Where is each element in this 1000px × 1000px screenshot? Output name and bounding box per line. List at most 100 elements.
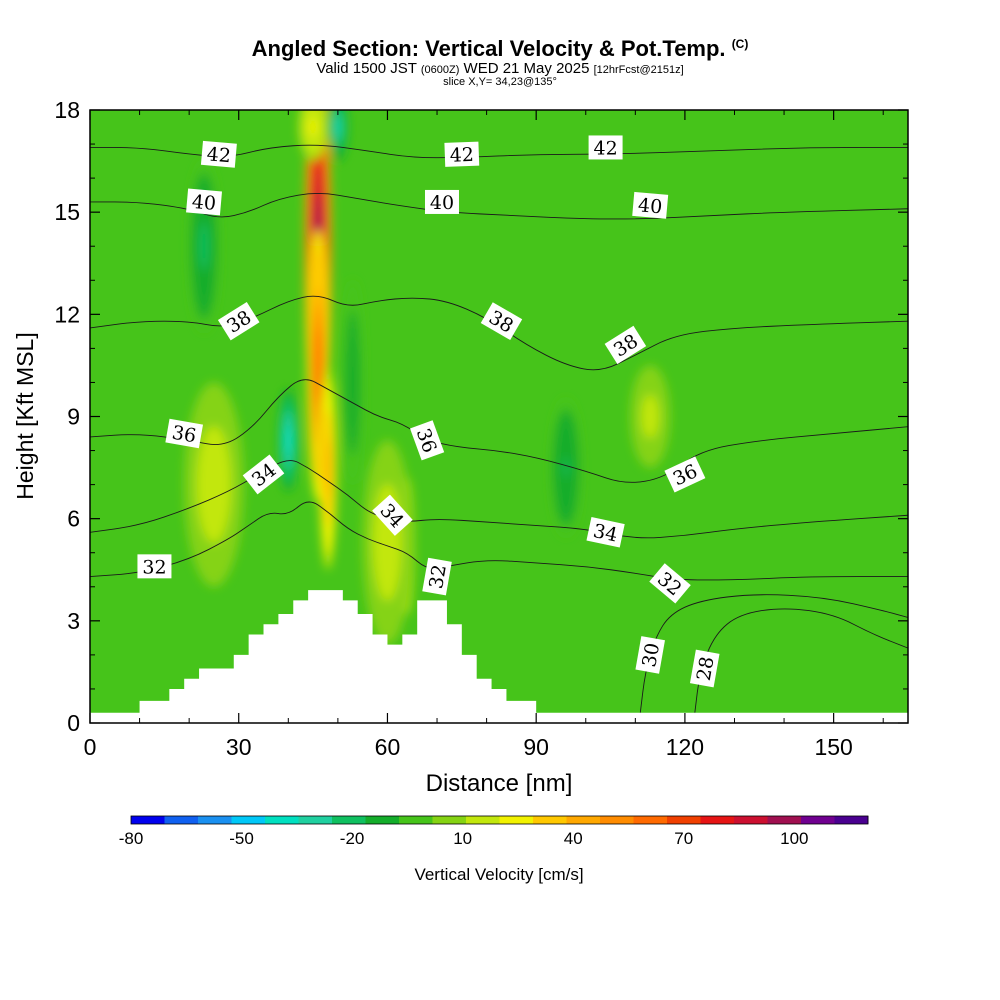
velocity-band: [310, 122, 316, 132]
contour-label-box: [649, 563, 691, 604]
colorbar-swatch: [265, 816, 299, 824]
contour-label-text: 32: [425, 563, 451, 591]
colorbar: -80 -50 -20 10 40 70 100: [119, 815, 869, 848]
valid-date: WED 21 May 2025: [463, 60, 590, 77]
colorbar-tick-label: -50: [229, 829, 254, 848]
chart-title: Angled Section: Vertical Velocity & Pot.…: [0, 38, 1000, 60]
contour-label-box: [689, 649, 720, 688]
x-axis-label: Distance [nm]: [426, 770, 573, 797]
velocity-band: [316, 345, 320, 385]
colorbar-swatch: [432, 816, 467, 824]
y-tick-label: 0: [67, 710, 80, 736]
colorbar-swatch: [767, 816, 802, 824]
colorbar-swatch: [466, 816, 500, 824]
colorbar-swatch: [164, 816, 199, 824]
x-tick-label: 0: [84, 734, 97, 760]
contour-label: 34: [242, 454, 285, 495]
updraft-feature: [319, 365, 337, 570]
contour-label-box: [200, 140, 237, 168]
contour-label-text: 42: [593, 137, 617, 159]
velocity-band: [326, 452, 330, 483]
velocity-band: [201, 234, 207, 259]
contour-label-text: 34: [591, 520, 619, 547]
downdraft-feature: [327, 110, 348, 162]
colorbar-swatch: [499, 816, 534, 824]
contour-label: 30: [635, 636, 665, 674]
colorbar-swatch: [566, 816, 601, 824]
theta-contour-38: [90, 295, 908, 371]
valid-time: Valid 1500 JST: [316, 60, 417, 77]
colorbar-swatch: [231, 816, 266, 824]
theta-contour-30: [639, 594, 908, 713]
velocity-band: [647, 409, 654, 424]
y-tick-label: 15: [54, 199, 80, 225]
contour-label-box: [137, 554, 172, 579]
contour-label-box: [480, 302, 523, 341]
colorbar-swatch: [399, 816, 433, 824]
contour-label: 36: [165, 418, 204, 449]
contour-label-box: [372, 494, 413, 536]
colorbar-swatch: [365, 816, 400, 824]
colorbar-swatch: [700, 816, 735, 824]
theta-contour-28: [694, 608, 908, 713]
downdraft-feature: [189, 161, 219, 332]
contour-label-text: 36: [170, 422, 198, 448]
y-tick-label: 12: [54, 301, 80, 327]
contour-label-box: [217, 301, 260, 341]
velocity-band: [383, 527, 391, 558]
contour-label-box: [422, 557, 452, 596]
contour-label-box: [632, 191, 669, 219]
weak-feature: [184, 382, 244, 587]
chart-title-block: Angled Section: Vertical Velocity & Pot.…: [0, 38, 1000, 88]
colorbar-swatch: [834, 816, 869, 824]
velocity-band: [351, 367, 355, 398]
chart-subtitle: Valid 1500 JST (0600Z) WED 21 May 2025 […: [0, 61, 1000, 76]
velocity-band: [563, 457, 569, 478]
contour-label-box: [242, 454, 285, 495]
colorbar-swatch: [633, 816, 668, 824]
colorbar-tick-label: -80: [119, 829, 144, 848]
colorbar-swatch: [667, 816, 701, 824]
theta-contour-42: [90, 144, 908, 159]
colorbar-swatch: [801, 816, 835, 824]
contour-label-box: [186, 188, 223, 216]
y-tick-label: 9: [67, 404, 80, 430]
weak-feature: [630, 365, 671, 468]
contour-label: 40: [632, 191, 669, 219]
x-tick-label: 90: [523, 734, 549, 760]
x-tick-label: 150: [814, 734, 852, 760]
x-tick-label: 30: [226, 734, 252, 760]
colorbar-tick-label: 40: [564, 829, 583, 848]
contour-label: 28: [689, 649, 720, 688]
contour-label-text: 40: [430, 192, 454, 214]
velocity-band: [286, 433, 290, 448]
contour-label: 42: [200, 140, 237, 168]
contour-label-box: [604, 325, 647, 365]
contour-label: 32: [422, 557, 452, 596]
contour-label-text: 42: [449, 144, 474, 167]
y-tick-label: 6: [67, 506, 80, 532]
y-tick-label: 3: [67, 608, 80, 634]
colorbar-tick-label: 100: [780, 829, 808, 848]
colorbar-swatch: [600, 816, 634, 824]
colorbar-swatch: [332, 816, 366, 824]
y-axis-label: Height [Kft MSL]: [12, 332, 38, 499]
downdraft-feature: [551, 399, 581, 536]
contour-label-text: 30: [638, 641, 664, 669]
contour-label: 40: [186, 188, 223, 216]
contour-label: 34: [586, 517, 625, 548]
chart-title-text: Angled Section: Vertical Velocity & Pot.…: [251, 36, 726, 61]
downdraft-feature: [278, 389, 299, 492]
valid-zulu: (0600Z): [420, 64, 460, 76]
colorbar-frame: [130, 815, 869, 825]
colorbar-swatch: [734, 816, 768, 824]
colorbar-swatch: [298, 816, 333, 824]
forecast-info: [12hrFcst@2151z]: [593, 64, 684, 76]
chart-title-tag: (C): [731, 37, 749, 51]
contour-label-text: 40: [191, 191, 217, 215]
contour-label: 42: [588, 135, 623, 160]
contour-label-box: [586, 517, 625, 548]
contour-label: 42: [444, 141, 480, 167]
